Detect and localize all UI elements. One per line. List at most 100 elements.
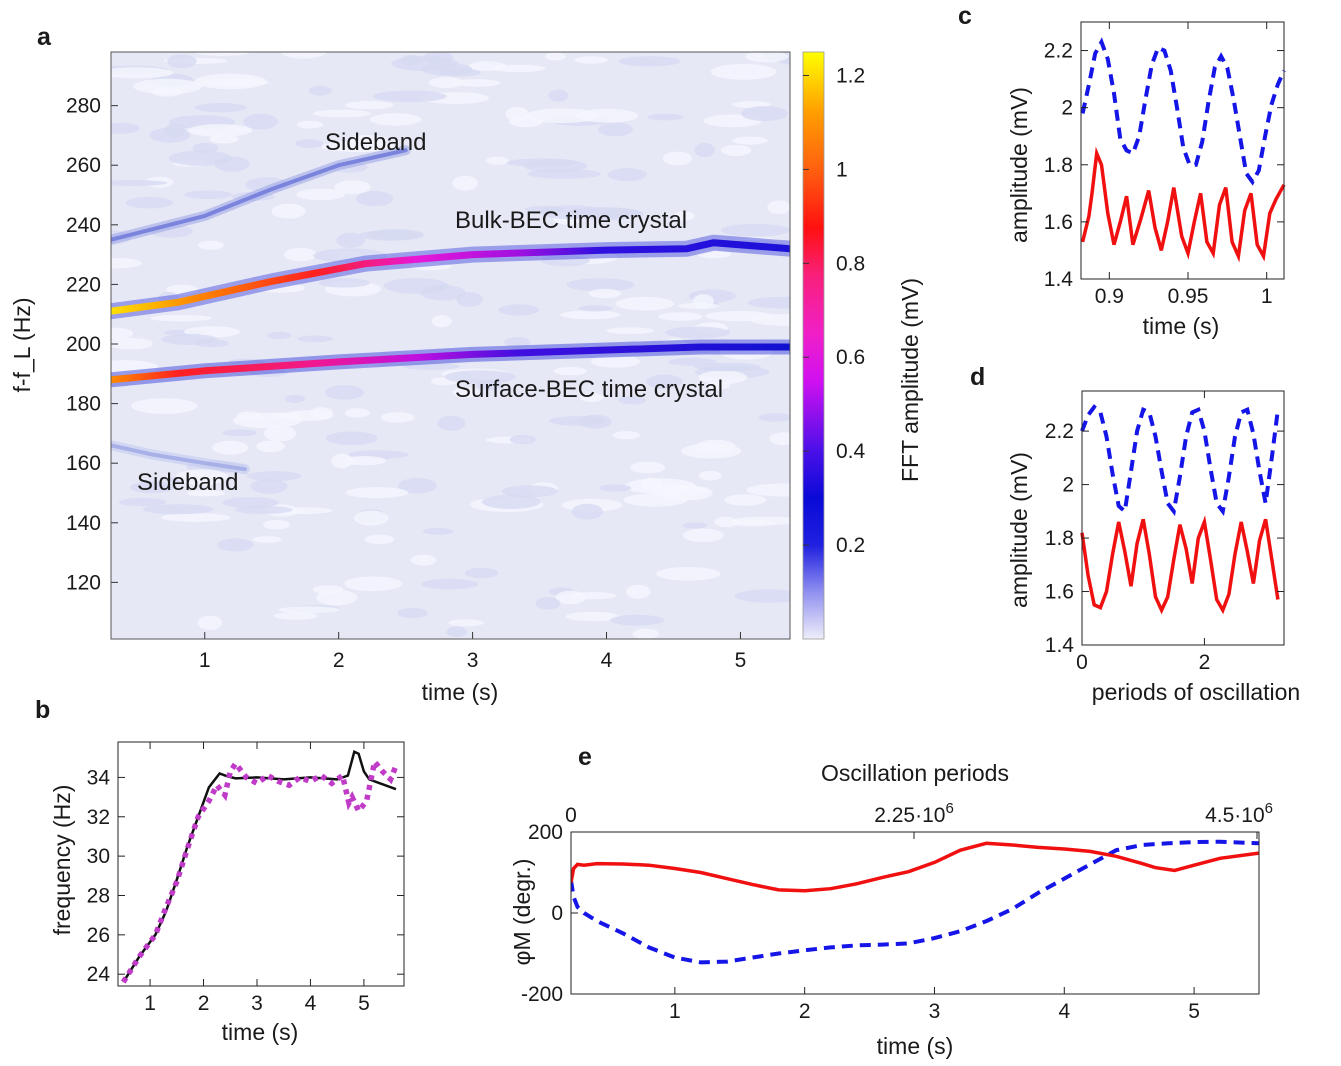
heatmap-noise-blob [295,139,324,149]
heatmap-ytick-label: 220 [66,273,101,296]
heatmap-noise-blob [344,576,403,592]
colorbar-tick-label: 1 [836,158,848,181]
heatmap-noise-blob [492,64,546,73]
heatmap-noise-blob [579,393,604,403]
heatmap-noise-blob [423,52,453,65]
amplitude-time-plot-area: 1.4 1.6 1.8 2 2.2 0.9 0.95 1 [1044,21,1286,308]
heatmap-noise-blob [646,374,683,389]
heatmap-noise-blob [665,326,731,339]
heatmap-noise-blob [111,67,174,79]
heatmap-noise-blob [599,484,632,492]
heatmap-noise-blob [721,145,752,156]
heatmap-noise-blob [505,158,579,167]
heatmap-noise-blob [222,497,279,509]
heatmap-noise-blob [452,175,478,191]
heatmap-noise-blob [246,471,302,482]
heatmap-noise-blob [161,333,218,345]
phase-top-tick-label: 2.25·106 [874,800,954,827]
heatmap-noise-blob [256,440,285,453]
heatmap-noise-blob [271,412,300,419]
heatmap-noise-blob [344,408,370,418]
heatmap-noise-blob [437,415,466,431]
heatmap-noise-blob [217,538,254,552]
heatmap-ridge-line [111,343,790,384]
heatmap-noise-blob [745,52,789,63]
heatmap-noise-blob [544,52,566,61]
phase-top-tick-base: 0 [565,804,577,827]
heatmap-noise-blob [731,516,790,525]
amplitude-time-ytick-label: 2 [1061,97,1073,120]
heatmap-noise-blob [252,536,282,543]
colorbar [803,52,824,639]
colorbar-tick-label: 0.6 [836,346,865,369]
amplitude-periods-axes-box [1081,390,1285,646]
frequency-ytick-label: 32 [87,806,110,829]
heatmap-noise-blob [571,503,604,520]
phase-xtick-label: 1 [669,1000,681,1023]
amplitude-time-series-line [1080,37,1286,186]
heatmap-noise-blob [481,494,541,509]
heatmap-noise-blob [197,240,224,250]
frequency-xtick-label: 4 [305,992,317,1015]
heatmap-noise-blob [364,534,395,544]
heatmap-xtick-label: 5 [735,649,747,672]
heatmap-noise-blob [111,327,134,340]
heatmap-noise-blob [281,52,327,59]
heatmap-ytick-label: 280 [66,95,101,118]
heatmap-noise-blob [446,626,468,638]
heatmap-noise-blob [724,494,767,506]
heatmap-ytick-label: 140 [66,512,101,535]
heatmap-noise-blob [721,223,790,237]
heatmap-noise-blob [504,337,531,348]
heatmap-noise-blob [397,607,428,619]
amplitude-time-xtick-label: 1 [1261,285,1273,308]
heatmap-noise-blob [455,79,501,87]
heatmap-noise-blob [318,278,370,288]
heatmap-noise-blob [464,567,499,579]
frequency-axes-box [117,741,405,987]
heatmap-noise-blob [746,483,790,497]
heatmap-noise-blob [618,395,646,405]
heatmap-noise-blob [161,513,231,522]
heatmap-ytick-label: 240 [66,214,101,237]
amplitude-time-ytick-label: 1.8 [1044,154,1073,177]
heatmap-noise-blob [731,136,769,145]
heatmap-noise-blob [553,366,587,376]
heatmap-noise-blob [574,56,608,64]
heatmap-noise-blob [111,338,153,350]
heatmap-noise-blob [296,188,346,201]
colorbar-tick-label: 0.4 [836,440,866,463]
heatmap-ytick-label: 160 [66,452,101,475]
heatmap-noise-blob [612,431,640,440]
heatmap-noise-blob [308,85,332,96]
amplitude-periods-series-line [1080,515,1280,615]
amplitude-periods-xtick-label: 0 [1076,651,1088,674]
heatmap-noise-blob [452,387,480,398]
amplitude-time-panel: 1.4 1.6 1.8 2 2.2 0.9 0.95 1 time (s) amplitude… [1006,21,1286,339]
colorbar-label: FFT amplitude (mV) [897,278,923,482]
heatmap-noise-blob [647,113,684,121]
amplitude-periods-plot-area: 1.4 1.6 1.8 2 2.2 0 2 [1045,390,1285,674]
heatmap-noise-blob [271,203,306,219]
panel-letter-e: e [578,743,592,771]
heatmap-noise-blob [485,156,509,165]
heatmap-noise-blob [400,55,423,66]
heatmap-noise-blob [316,589,358,606]
heatmap-noise-blob [422,527,454,535]
heatmap-noise-blob [186,490,226,497]
heatmap-noise-blob [501,485,558,498]
frequency-ytick-label: 30 [87,845,110,868]
heatmap-xtick-label: 2 [333,649,345,672]
heatmap-noise-blob [192,142,219,153]
phase-title: Oscillation periods [821,760,1009,786]
heatmap-noise-blob [662,151,693,166]
heatmap-ridges [111,145,790,475]
heatmap-noise-blob [131,398,198,414]
frequency-xtick-label: 3 [251,992,263,1015]
heatmap-noise-blob [527,169,602,179]
heatmap-noise-blob [615,296,675,311]
colorbar-tick-label: 1.2 [836,64,865,87]
phase-top-tick-exponent: 6 [945,800,953,817]
